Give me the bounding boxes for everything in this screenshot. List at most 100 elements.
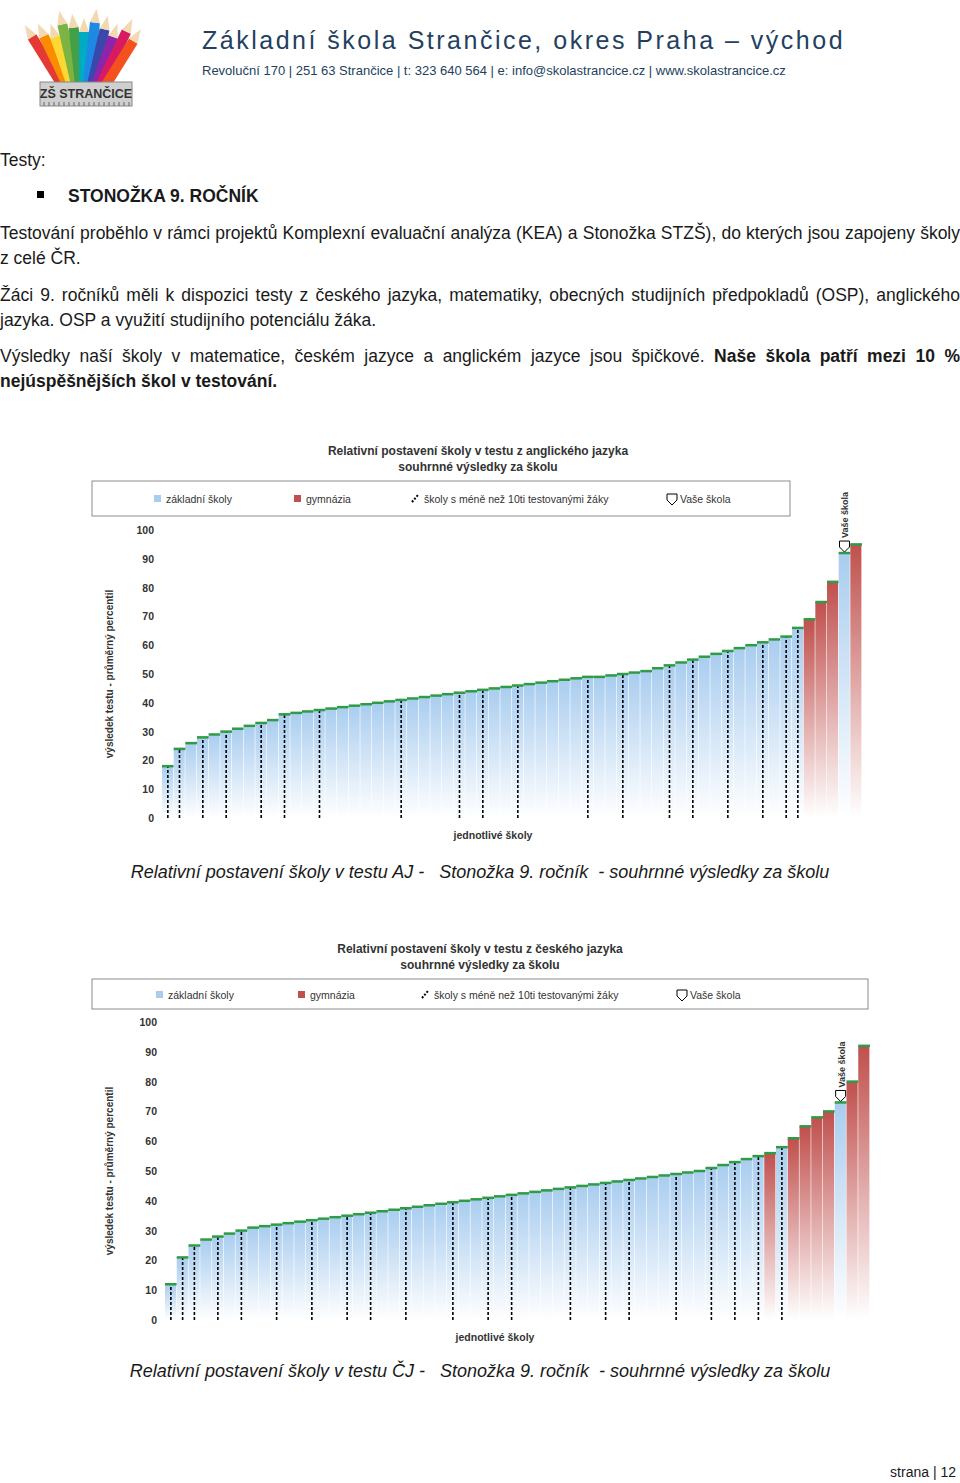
bar-dash [217,1237,219,1320]
bar [506,1195,518,1320]
bar-body [388,1210,399,1320]
school-marker [836,1090,846,1101]
logo-pencil-tip [79,18,89,32]
bar-cap [500,686,512,689]
bar-body [827,582,838,818]
bar [722,651,734,818]
bar-cap [588,1183,600,1186]
bar-body [271,1225,282,1320]
bar-cap [734,647,746,650]
bar-cap [395,699,407,702]
legend-label: základní školy [168,989,235,1001]
bar-body [494,1196,505,1320]
bar-body [384,701,395,818]
legend-arrow [667,494,677,505]
bar-cap [753,1155,765,1158]
logo-ruler-tick [94,102,95,106]
bar-body [174,749,185,818]
bar-body [535,683,546,818]
bar-body [212,1237,223,1320]
bar-dash [758,1156,760,1320]
bar [617,674,629,818]
bar [535,683,547,818]
bar-body [682,1172,693,1320]
bar-body [753,1156,764,1320]
legend-icon [298,991,305,998]
logo-ruler-tick [99,102,100,106]
bar-cap [811,1116,823,1119]
bar-dash [400,700,402,818]
bar-body [407,698,418,818]
bar-cap [699,655,711,658]
bar-cap [792,627,804,630]
logo-pencil-tip [122,17,137,34]
bar-cap [850,543,862,546]
bar [664,665,676,818]
bar [858,1046,870,1320]
bar [471,1199,483,1320]
bar-body [365,1213,376,1320]
bar-body [294,1222,305,1320]
y-tick-label: 0 [148,812,154,824]
bar [283,1223,295,1320]
bar-cap [741,1158,753,1161]
bar-body [267,720,278,818]
logo-ruler-tick [104,102,105,106]
bar-cap [687,658,699,661]
logo-text: ZŠ STRANČICE [40,86,132,101]
y-tick-label: 20 [145,1254,157,1266]
bar [699,657,711,818]
bar-body [541,1190,552,1320]
bar-dash [459,693,461,818]
bar-body [314,710,325,818]
bar-cap [435,1203,447,1206]
bar-body [377,1211,388,1320]
bar-body [640,671,651,818]
bar-cap [506,1194,518,1197]
bar [623,1180,635,1320]
y-tick-label: 0 [151,1314,157,1326]
bar-body [699,657,710,818]
bar-cap [524,683,536,686]
bar-cap [259,1225,271,1228]
bar-body [236,1231,247,1320]
bar [353,1214,365,1320]
bar [518,1193,530,1320]
bar-body [290,713,301,818]
bar-body [776,1147,787,1320]
bar [290,713,302,818]
legend-icon [156,991,163,998]
bar-body [165,1284,176,1320]
logo-pencil-tip [129,27,145,44]
bar-body [570,678,581,818]
bar-cap [267,719,279,722]
bar-body [435,1204,446,1320]
chart-subtitle: souhrnné výsledky za školu [398,460,557,474]
bar-dash [517,686,519,818]
bar-cap [360,703,372,706]
bar-body [337,707,348,818]
bar-dash [482,690,484,818]
bar [271,1225,283,1320]
bullet-mark [37,191,44,198]
bar-cap [489,687,501,690]
bar [847,1082,859,1320]
bar [776,1147,788,1320]
bar [745,645,757,818]
logo-ruler-tick [49,102,50,106]
bar-body [489,688,500,818]
legend-icon [294,495,301,502]
bar [200,1240,212,1320]
bar-body [722,651,733,818]
bar-cap [847,1080,859,1083]
legend-icon [667,494,677,505]
y-tick-label: 90 [145,1046,157,1058]
bar-cap [212,1235,224,1238]
bar [447,1202,459,1320]
bar-body [177,1257,188,1320]
bar [244,726,256,818]
bar [435,1204,447,1320]
bar-body [858,1046,869,1320]
bar-dash [762,642,764,818]
legend-label: školy s méně než 10ti testovanými žáky [424,493,609,505]
